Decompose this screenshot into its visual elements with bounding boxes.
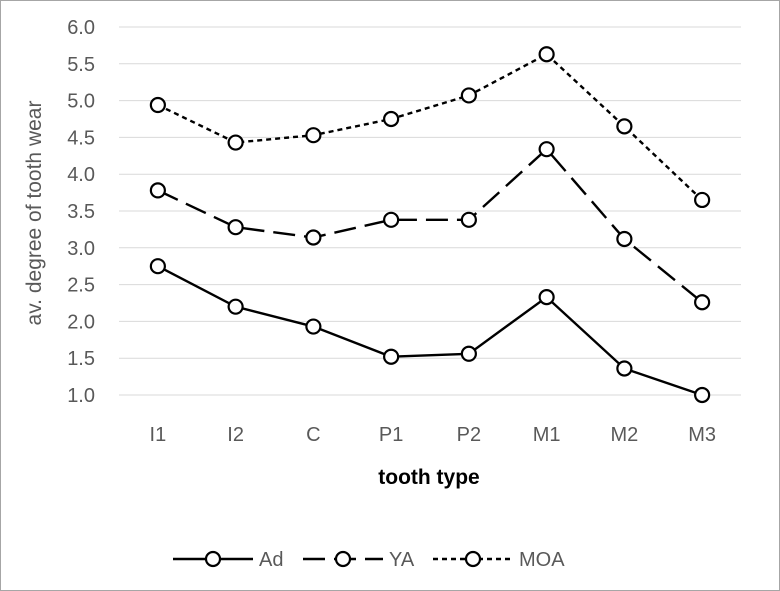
legend: Ad YA MOA xyxy=(173,549,565,571)
legend-label-ya: YA xyxy=(389,549,415,571)
series-line-moa xyxy=(157,52,703,201)
data-point-moa xyxy=(460,87,477,104)
data-point-moa xyxy=(694,191,711,209)
series-ya xyxy=(149,141,711,311)
legend-item-ad: Ad xyxy=(173,549,283,571)
y-tick-label: 4.0 xyxy=(67,164,95,186)
data-point-ya xyxy=(383,211,400,228)
data-point-ya xyxy=(460,211,477,228)
legend-item-moa: MOA xyxy=(433,549,565,571)
y-tick-label: 2.5 xyxy=(67,275,95,297)
x-axis-title: tooth type xyxy=(378,466,479,489)
data-point-ad xyxy=(149,258,166,275)
data-point-ad xyxy=(694,386,711,404)
legend-item-ya: YA xyxy=(303,549,415,571)
x-tick-label: I2 xyxy=(227,424,244,446)
data-point-moa xyxy=(305,127,322,144)
data-series xyxy=(149,46,711,404)
x-tick-label: M3 xyxy=(688,424,716,446)
data-point-ya xyxy=(305,229,322,246)
legend-label-ad: Ad xyxy=(259,549,283,571)
y-axis-ticks: 1.0 1.5 2.0 2.5 3.0 3.5 4.0 4.5 5.0 5.5 6.0 xyxy=(67,17,95,407)
x-tick-label: P2 xyxy=(457,424,481,446)
y-tick-label: 3.0 xyxy=(67,238,95,260)
y-tick-label: 2.0 xyxy=(67,311,95,333)
y-tick-label: 5.5 xyxy=(67,54,95,76)
data-point-moa xyxy=(149,96,166,114)
legend-marker-moa xyxy=(464,550,482,568)
y-axis-title: av. degree of tooth wear xyxy=(23,101,46,326)
data-point-ad xyxy=(227,298,244,315)
data-point-ya xyxy=(694,294,711,311)
data-point-ad xyxy=(305,318,322,335)
data-point-ya xyxy=(149,182,166,199)
data-point-ya xyxy=(538,141,555,158)
legend-label-moa: MOA xyxy=(519,549,565,571)
series-line-ad xyxy=(157,265,703,397)
series-ad xyxy=(149,258,711,404)
data-point-ad xyxy=(538,289,555,306)
legend-marker-ya xyxy=(334,550,352,568)
series-line-ya xyxy=(157,147,703,304)
data-point-moa xyxy=(538,46,555,63)
data-point-moa xyxy=(616,118,633,135)
y-tick-label: 3.5 xyxy=(67,201,95,223)
series-moa xyxy=(149,46,711,209)
data-point-moa xyxy=(383,110,400,128)
x-tick-label: C xyxy=(306,424,320,446)
legend-marker-ad xyxy=(204,550,222,568)
x-tick-label: M1 xyxy=(533,424,561,446)
gridlines xyxy=(119,26,741,396)
x-tick-label: I1 xyxy=(150,424,167,446)
y-tick-label: 1.0 xyxy=(67,385,95,407)
y-tick-label: 5.0 xyxy=(67,91,95,113)
y-tick-label: 4.5 xyxy=(67,127,95,149)
data-point-moa xyxy=(227,134,244,151)
y-tick-label: 1.5 xyxy=(67,348,95,370)
x-tick-label: M2 xyxy=(610,424,638,446)
data-point-ad xyxy=(383,348,400,365)
x-tick-label: P1 xyxy=(379,424,403,446)
data-point-ad xyxy=(460,345,477,362)
y-tick-label: 6.0 xyxy=(67,17,95,39)
x-axis-ticks: I1 I2 C P1 P2 M1 M2 M3 xyxy=(150,424,716,446)
data-point-ya xyxy=(227,219,244,236)
data-point-ad xyxy=(616,360,633,377)
data-point-ya xyxy=(616,230,633,248)
